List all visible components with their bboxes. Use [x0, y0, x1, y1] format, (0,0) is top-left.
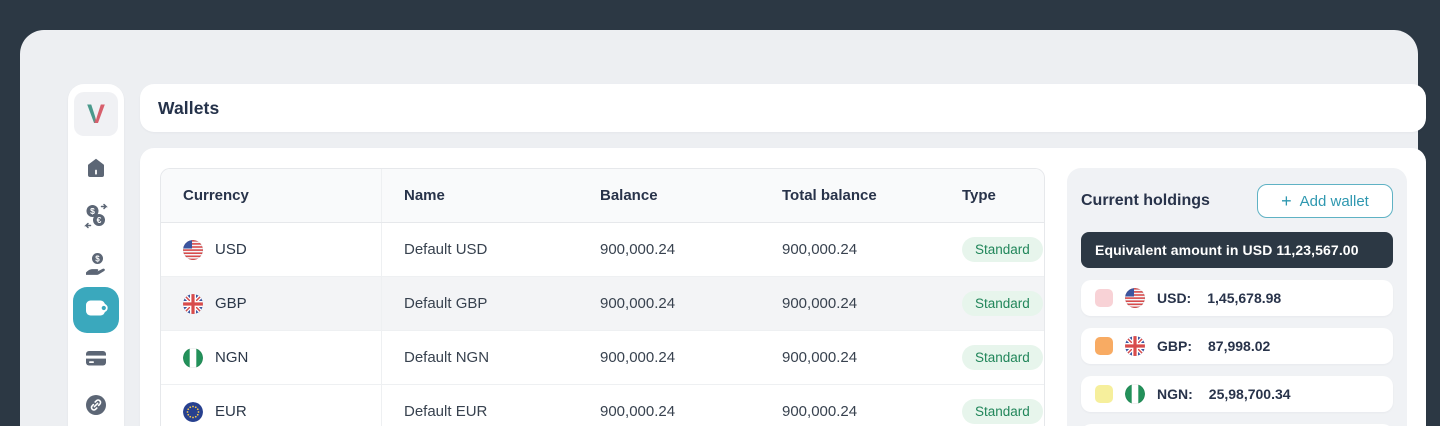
currency-code: GBP	[215, 295, 247, 312]
current-holdings-panel: Current holdings + Add wallet Equivalent…	[1067, 168, 1407, 426]
currency-code: USD	[215, 241, 247, 258]
column-header-type: Type	[962, 187, 996, 204]
add-wallet-label: Add wallet	[1299, 192, 1369, 210]
sidebar-item-home[interactable]	[83, 155, 109, 181]
wallet-total-balance: 900,000.24	[782, 349, 858, 366]
wallet-total-balance: 900,000.24	[782, 241, 858, 258]
svg-text:€: €	[97, 215, 102, 225]
table-row-usd[interactable]: USD Default USD 900,000.24 900,000.24 St…	[161, 223, 1044, 277]
wallet-balance: 900,000.24	[600, 295, 676, 312]
currency-code: EUR	[215, 403, 247, 420]
sidebar-item-links[interactable]	[83, 392, 109, 418]
column-header-currency: Currency	[161, 169, 382, 222]
ng-flag-icon	[1125, 384, 1145, 404]
credit-card-icon	[84, 346, 108, 370]
usd-color-swatch	[1095, 289, 1113, 307]
wallet-total-balance: 900,000.24	[782, 295, 858, 312]
wallet-name: Default GBP	[404, 295, 488, 312]
eu-flag-icon	[183, 401, 203, 422]
plus-icon: +	[1281, 190, 1292, 211]
holdings-title: Current holdings	[1081, 192, 1210, 209]
column-header-total-balance: Total balance	[782, 187, 877, 204]
type-badge: Standard	[962, 345, 1043, 370]
holding-item-gbp: GBP: 87,998.02	[1081, 328, 1393, 364]
ng-flag-icon	[183, 347, 203, 368]
currency-exchange-icon: $ €	[83, 203, 109, 229]
wallets-content-card: Currency Name Balance Total balance Type…	[140, 148, 1426, 426]
holding-code: USD:	[1157, 290, 1192, 306]
holding-item-usd: USD: 1,45,678.98	[1081, 280, 1393, 316]
gb-flag-icon	[1125, 336, 1145, 356]
wallet-icon	[83, 295, 109, 326]
sidebar-item-currency-exchange[interactable]: $ €	[83, 203, 109, 229]
column-header-balance: Balance	[600, 187, 658, 204]
sidebar: V $ € $	[68, 84, 124, 426]
table-header-row: Currency Name Balance Total balance Type	[161, 169, 1044, 223]
link-circle-icon	[84, 393, 108, 417]
holding-code: GBP:	[1157, 338, 1192, 354]
holding-item-ngn: NGN: 25,98,700.34	[1081, 376, 1393, 412]
svg-text:$: $	[90, 206, 95, 216]
us-flag-icon	[183, 239, 203, 260]
svg-text:$: $	[95, 254, 100, 263]
wallet-balance: 900,000.24	[600, 241, 676, 258]
equivalent-amount-banner: Equivalent amount in USD 11,23,567.00	[1081, 232, 1393, 268]
brand-logo-letter: V	[86, 98, 105, 129]
wallet-name: Default NGN	[404, 349, 490, 366]
holding-amount: 87,998.02	[1208, 338, 1271, 354]
wallet-balance: 900,000.24	[600, 403, 676, 420]
holding-amount: 25,98,700.34	[1208, 386, 1291, 402]
wallet-total-balance: 900,000.24	[782, 403, 858, 420]
sidebar-item-payouts[interactable]: $	[83, 251, 109, 277]
table-row-gbp[interactable]: GBP Default GBP 900,000.24 900,000.24 St…	[161, 277, 1044, 331]
wallet-balance: 900,000.24	[600, 349, 676, 366]
page-title: Wallets	[158, 97, 220, 118]
wallets-table: Currency Name Balance Total balance Type…	[160, 168, 1045, 426]
table-row-eur[interactable]: EUR Default EUR 900,000.24 900,000.24 St…	[161, 385, 1044, 426]
add-wallet-button[interactable]: + Add wallet	[1257, 184, 1393, 218]
wallet-name: Default EUR	[404, 403, 488, 420]
us-flag-icon	[1125, 288, 1145, 308]
gb-flag-icon	[183, 293, 203, 314]
sidebar-item-cards[interactable]	[83, 345, 109, 371]
hand-coin-icon: $	[83, 251, 109, 277]
holding-item-aud: AUD: 45,112.00	[1081, 424, 1393, 426]
holding-amount: 1,45,678.98	[1207, 290, 1282, 306]
column-header-name: Name	[404, 187, 445, 204]
type-badge: Standard	[962, 399, 1043, 424]
table-row-ngn[interactable]: NGN Default NGN 900,000.24 900,000.24 St…	[161, 331, 1044, 385]
sidebar-item-wallets-active[interactable]	[73, 287, 119, 333]
ngn-color-swatch	[1095, 385, 1113, 403]
type-badge: Standard	[962, 237, 1043, 262]
page-header: Wallets	[140, 84, 1426, 132]
holding-code: NGN:	[1157, 386, 1193, 402]
app-surface: V $ € $	[20, 30, 1426, 426]
home-icon	[84, 156, 108, 180]
gbp-color-swatch	[1095, 337, 1113, 355]
currency-code: NGN	[215, 349, 249, 366]
brand-logo[interactable]: V	[74, 92, 118, 136]
wallet-name: Default USD	[404, 241, 488, 258]
type-badge: Standard	[962, 291, 1043, 316]
